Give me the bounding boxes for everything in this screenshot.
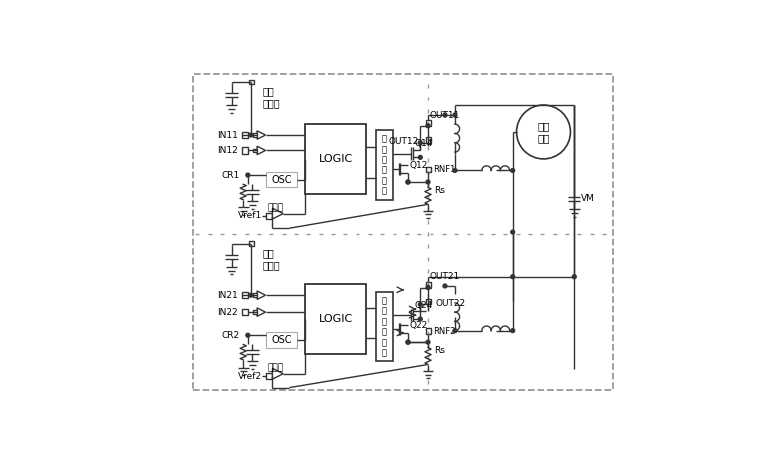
Bar: [305, 284, 366, 354]
Circle shape: [511, 329, 515, 333]
Circle shape: [426, 340, 430, 344]
Circle shape: [443, 113, 447, 117]
Bar: [266, 373, 273, 379]
Polygon shape: [273, 368, 283, 379]
Text: 同
时
导
通
防
止: 同 时 导 通 防 止: [382, 296, 387, 357]
Bar: [242, 292, 248, 298]
Circle shape: [246, 173, 250, 177]
Circle shape: [443, 284, 447, 288]
Bar: [266, 213, 273, 219]
Polygon shape: [257, 131, 265, 139]
Circle shape: [453, 329, 457, 333]
Polygon shape: [257, 146, 265, 155]
Circle shape: [418, 317, 423, 321]
Text: OUT12: OUT12: [388, 136, 419, 146]
Bar: [253, 148, 257, 153]
Text: LOGIC: LOGIC: [318, 154, 353, 164]
Circle shape: [511, 169, 515, 172]
Bar: [242, 132, 248, 138]
Text: OUT22: OUT22: [435, 299, 466, 308]
Text: Vref2: Vref2: [239, 371, 262, 381]
Circle shape: [511, 275, 515, 278]
Bar: [426, 282, 431, 288]
Bar: [193, 74, 613, 390]
Text: IN12: IN12: [217, 146, 238, 155]
Bar: [426, 167, 431, 172]
Bar: [426, 328, 431, 334]
Circle shape: [406, 340, 410, 344]
Circle shape: [418, 141, 423, 145]
Text: RNF1: RNF1: [433, 165, 456, 174]
Circle shape: [246, 333, 250, 337]
Text: OSC: OSC: [271, 174, 292, 185]
Circle shape: [406, 180, 410, 184]
Text: Rs: Rs: [434, 186, 445, 195]
Circle shape: [426, 180, 430, 184]
Circle shape: [453, 169, 457, 172]
Circle shape: [426, 286, 430, 289]
Text: IN22: IN22: [217, 308, 238, 316]
Bar: [253, 310, 257, 314]
Circle shape: [406, 340, 410, 344]
Bar: [266, 332, 297, 348]
Text: OSC: OSC: [271, 335, 292, 345]
Text: Q24: Q24: [414, 301, 432, 311]
Bar: [375, 292, 393, 361]
Text: 磁带
缓冲器: 磁带 缓冲器: [262, 87, 280, 108]
Text: CR2: CR2: [222, 331, 240, 340]
Circle shape: [453, 113, 457, 117]
Bar: [242, 147, 248, 153]
Bar: [426, 120, 431, 126]
Text: Rs: Rs: [434, 346, 445, 355]
Text: LOGIC: LOGIC: [318, 314, 353, 324]
Text: Q14: Q14: [414, 139, 432, 148]
Text: OUT11: OUT11: [429, 110, 460, 120]
Circle shape: [511, 230, 515, 234]
Bar: [253, 293, 257, 297]
Text: 比较器: 比较器: [268, 203, 284, 212]
Bar: [242, 309, 248, 315]
Circle shape: [572, 275, 576, 278]
Text: Q22: Q22: [410, 321, 428, 330]
Circle shape: [406, 180, 410, 184]
Text: 步进
电机: 步进 电机: [537, 121, 549, 143]
Polygon shape: [257, 308, 265, 316]
Circle shape: [418, 303, 423, 306]
Text: IN11: IN11: [217, 131, 238, 140]
Bar: [305, 124, 366, 194]
Text: CR1: CR1: [222, 170, 240, 180]
Bar: [426, 137, 431, 143]
Bar: [426, 299, 431, 305]
Polygon shape: [257, 291, 265, 300]
Circle shape: [418, 155, 423, 159]
Polygon shape: [273, 208, 283, 219]
Text: RNF2: RNF2: [433, 327, 456, 336]
Text: 磁带
缓冲器: 磁带 缓冲器: [262, 248, 280, 270]
Bar: [249, 241, 254, 246]
Text: IN21: IN21: [217, 291, 238, 300]
Text: OUT21: OUT21: [430, 272, 460, 281]
Bar: [375, 131, 393, 200]
Circle shape: [249, 133, 253, 137]
Text: Vref1: Vref1: [238, 212, 262, 220]
Text: 同
时
导
通
防
止: 同 时 导 通 防 止: [382, 135, 387, 196]
Bar: [249, 80, 254, 84]
Bar: [266, 172, 297, 187]
Text: 比较器: 比较器: [268, 363, 284, 372]
Text: VM: VM: [581, 195, 594, 203]
Circle shape: [426, 124, 430, 128]
Text: Q12: Q12: [410, 161, 428, 169]
Circle shape: [249, 293, 253, 297]
Bar: [253, 133, 257, 137]
